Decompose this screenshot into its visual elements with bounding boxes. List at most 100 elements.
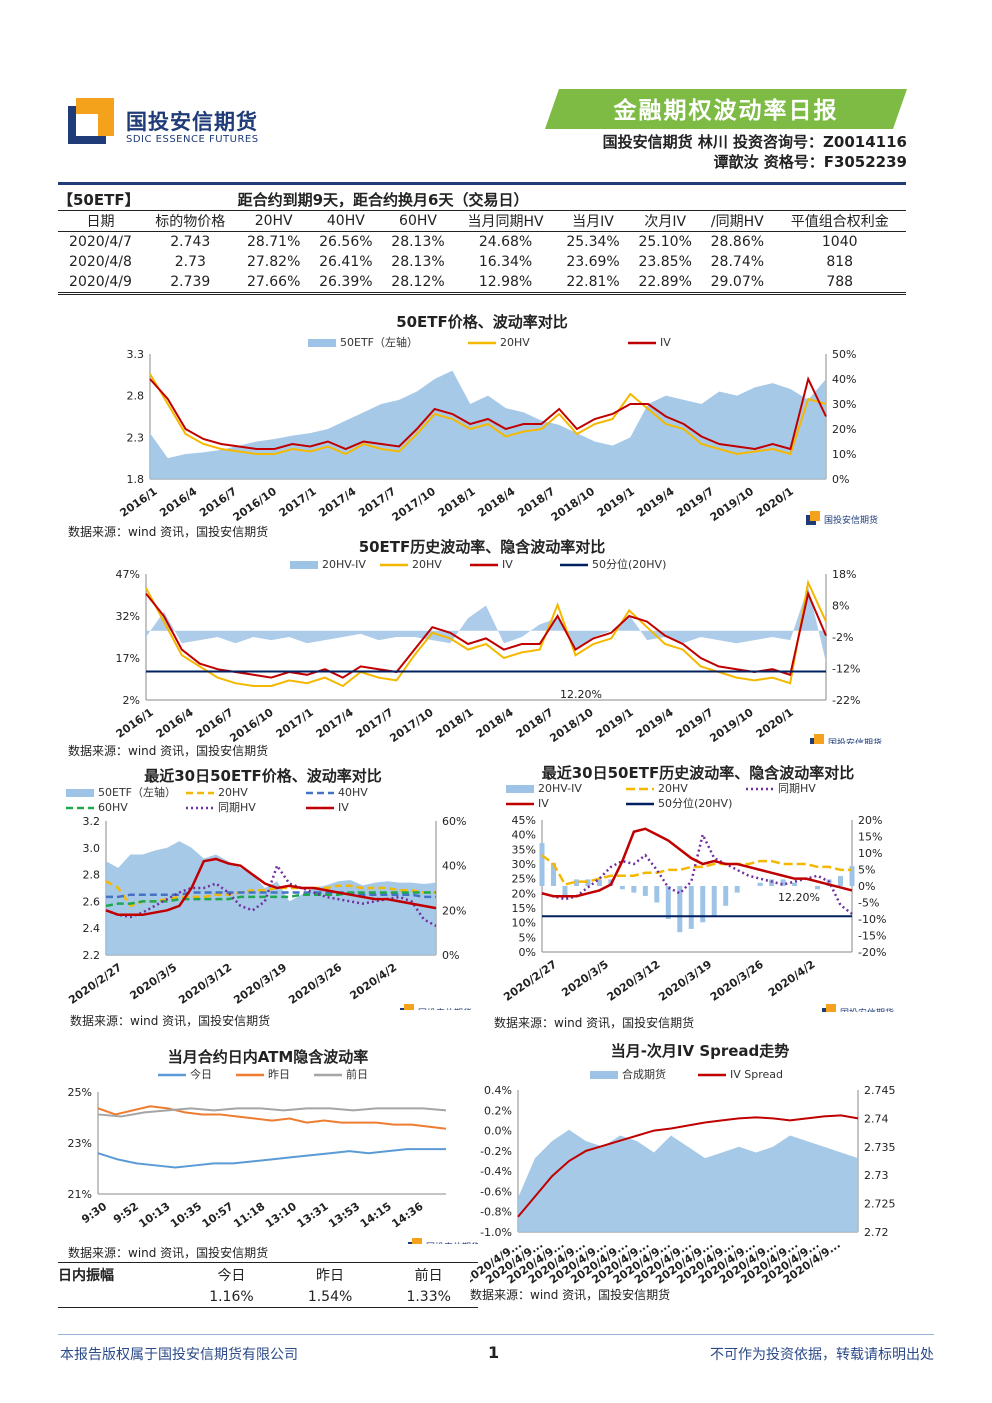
series-line <box>105 891 436 908</box>
amplitude-table: 日内振幅 今日 昨日 前日 1.16% 1.54% 1.33% <box>58 1262 478 1308</box>
source-note-5: 数据来源：wind 资讯，国投安信期货 <box>68 1246 269 1260</box>
etf-tag: 【50ETF】 <box>58 190 140 209</box>
header-rule <box>58 182 906 185</box>
legend-label: 50分位(20HV) <box>592 557 666 571</box>
cell: 22.81% <box>566 274 620 290</box>
logo-text: 国投安信期货 <box>126 110 258 134</box>
x-tick-label: 2017/1 <box>274 706 316 741</box>
y-tick-label: 40% <box>832 373 856 386</box>
amplitude-label: 日内振幅 <box>58 1268 114 1284</box>
x-tick-label: 14:15 <box>358 1200 394 1231</box>
legend-label: IV Spread <box>730 1068 783 1081</box>
x-tick-label: 2016/4 <box>157 485 199 520</box>
footer-disclaimer: 不可作为投资依据，转载请标明出处 <box>710 1347 934 1363</box>
x-tick-label: 2017/1 <box>277 485 319 520</box>
legend-swatch <box>66 789 94 797</box>
x-tick-label: 2017/10 <box>390 485 439 524</box>
watermark-logo <box>810 511 820 521</box>
spread-bar <box>619 886 625 890</box>
x-tick-label: 9:52 <box>111 1200 141 1226</box>
y-tick-label: 2.74 <box>864 1112 889 1125</box>
col-header: 20HV <box>254 213 293 229</box>
watermark-text: 国投安信期货 <box>828 737 882 744</box>
col-header: 当月同期HV <box>467 214 544 230</box>
series-line <box>97 1148 446 1169</box>
y-tick-label: 50% <box>832 348 856 361</box>
legend-label: 50ETF（左轴） <box>340 335 418 349</box>
table-row: 2020/4/7 2.743 28.71% 26.56% 28.13% 24.6… <box>58 232 906 253</box>
watermark-text: 国投安信期货 <box>824 514 878 525</box>
chart-2-title: 50ETF历史波动率、隐含波动率对比 <box>358 538 606 556</box>
legend-label: 20HV-IV <box>322 558 366 571</box>
x-tick-label: 2016/1 <box>118 485 160 520</box>
y-tick-label: -0.6% <box>480 1185 512 1198</box>
col-header: 40HV <box>326 213 365 229</box>
amplitude-value: 1.16% <box>209 1289 254 1305</box>
legend-label: 20HV <box>500 336 530 349</box>
y-tick-label: 35% <box>512 843 536 856</box>
x-tick-label: 2016/4 <box>154 706 196 741</box>
x-tick-label: 2020/4/2 <box>766 958 818 1000</box>
series-area <box>518 1129 858 1232</box>
y-tick-label: -10% <box>858 913 886 926</box>
y-tick-label: 0% <box>858 880 875 893</box>
y-tick-label: 2.72 <box>864 1226 889 1239</box>
cell: 2.739 <box>170 274 211 290</box>
watermark-text: 国投安信期货 <box>418 1007 472 1010</box>
source-note-3: 数据来源：wind 资讯，国投安信期货 <box>70 1014 271 1028</box>
spread-bar <box>700 886 706 923</box>
legend-label: IV <box>338 801 349 814</box>
legend-label: 前日 <box>346 1067 368 1081</box>
spread-bar <box>734 886 740 893</box>
spread-bar <box>792 882 798 886</box>
cell: 25.10% <box>638 234 692 250</box>
chart-1-price-vol: 50ETF（左轴） 20HV IV 1.8 2.3 2.8 3.3 0% 10% 20% 30% 40… <box>118 335 878 525</box>
company-logo <box>68 98 114 144</box>
cell: 28.86% <box>710 234 765 250</box>
spread-bar <box>642 886 648 896</box>
legend-label: 50ETF（左轴） <box>98 785 176 799</box>
spread-bar <box>665 886 671 919</box>
y-tick-label: 3.3 <box>127 348 145 361</box>
spread-bar <box>849 866 855 886</box>
y-tick-label: 2.735 <box>864 1141 896 1154</box>
y-tick-label: 10% <box>858 847 882 860</box>
y-tick-label: 0% <box>442 949 459 962</box>
legend-label: 同期HV <box>778 782 816 795</box>
legend-label: 20HV <box>658 782 688 795</box>
cell: 788 <box>826 274 854 290</box>
logo-subtitle: SDIC ESSENCE FUTURES <box>126 134 259 145</box>
col-header: 标的物价格 <box>155 214 226 230</box>
y-tick-label: 5% <box>519 931 536 944</box>
y-tick-label: 2.725 <box>864 1198 896 1211</box>
x-tick-label: 2020/3/26 <box>286 961 344 1007</box>
spread-bar <box>757 882 763 886</box>
cell: 2020/4/7 <box>69 234 132 250</box>
col-header: 60HV <box>399 213 437 229</box>
footer-copyright: 本报告版权属于国投安信期货有限公司 <box>60 1347 298 1363</box>
legend-label: IV <box>538 797 549 810</box>
y-tick-label: -22% <box>832 694 860 707</box>
series-line <box>517 1114 859 1218</box>
cell: 29.07% <box>710 274 765 290</box>
x-tick-label: 2020/3/19 <box>231 961 289 1007</box>
y-tick-label: 5% <box>858 864 875 877</box>
y-tick-label: 10% <box>832 448 856 461</box>
cell: 28.13% <box>391 234 445 250</box>
series-line <box>106 891 436 899</box>
legend-label: 20HV <box>412 558 442 571</box>
y-tick-label: 0% <box>832 473 849 486</box>
y-tick-label: 2.8 <box>83 869 101 882</box>
y-tick-label: 3.2 <box>83 815 101 828</box>
legend-label: IV <box>660 336 671 349</box>
footer-rule <box>58 1334 934 1335</box>
cell: 27.82% <box>246 254 301 270</box>
cell: 26.39% <box>319 274 373 290</box>
annotation-label: 12.20% <box>560 688 602 701</box>
watermark-logo <box>814 734 824 744</box>
x-tick-label: 9:30 <box>79 1200 109 1227</box>
cell: 28.71% <box>246 234 301 250</box>
y-tick-label: 0.0% <box>484 1125 512 1138</box>
y-tick-label: 1.8 <box>127 473 145 486</box>
legend-label: 20HV <box>218 786 248 799</box>
